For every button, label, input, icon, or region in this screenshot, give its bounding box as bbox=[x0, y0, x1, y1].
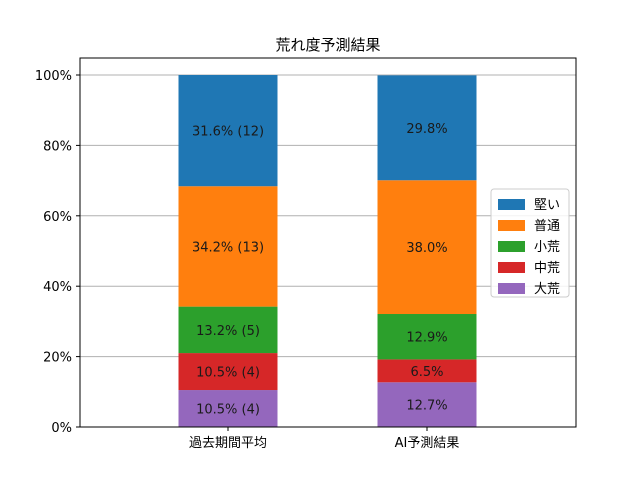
segment-label: 34.2% (13) bbox=[192, 240, 264, 255]
y-tick-label: 60% bbox=[43, 210, 72, 225]
bars bbox=[178, 75, 477, 427]
legend-label: 中荒 bbox=[534, 261, 560, 276]
y-tick-label: 100% bbox=[35, 69, 72, 84]
segment-label: 29.8% bbox=[406, 122, 447, 137]
y-tick-label: 0% bbox=[51, 421, 72, 436]
x-axis: 過去期間平均 AI予測結果 bbox=[189, 427, 459, 451]
segment-label: 6.5% bbox=[410, 365, 443, 380]
bar-segment bbox=[178, 75, 278, 187]
legend-label: 大荒 bbox=[534, 282, 560, 297]
segment-label: 38.0% bbox=[406, 241, 447, 256]
legend-swatch bbox=[498, 262, 525, 273]
bar-segment bbox=[178, 390, 278, 427]
segment-label: 12.7% bbox=[406, 399, 447, 414]
segment-label: 10.5% (4) bbox=[196, 403, 260, 418]
plot-frame bbox=[79, 57, 577, 428]
segment-label: 31.6% (12) bbox=[192, 125, 264, 140]
y-tick-label: 20% bbox=[43, 351, 72, 366]
x-tick-label: AI予測結果 bbox=[395, 436, 460, 451]
bar-segment bbox=[377, 75, 477, 181]
y-tick-label: 80% bbox=[43, 139, 72, 154]
bar-segment bbox=[377, 359, 477, 383]
y-tick-label: 40% bbox=[43, 280, 72, 295]
x-tick-label: 過去期間平均 bbox=[189, 436, 267, 451]
bar-segment bbox=[178, 353, 278, 391]
segment-label: 12.9% bbox=[406, 331, 447, 346]
bar-segment bbox=[178, 306, 278, 354]
segment-label: 13.2% (5) bbox=[196, 324, 260, 339]
segment-label: 10.5% (4) bbox=[196, 366, 260, 381]
legend-swatch bbox=[498, 283, 525, 294]
legend-label: 堅い bbox=[534, 198, 560, 213]
bar-segment bbox=[377, 382, 477, 427]
y-axis: 0% 20% 40% 60% 80% 100% bbox=[35, 69, 80, 436]
legend-label: 普通 bbox=[534, 219, 560, 234]
legend-swatch bbox=[498, 199, 525, 210]
legend-label: 小荒 bbox=[534, 240, 560, 255]
bar-segment bbox=[377, 314, 477, 360]
segment-labels: 10.5% (4) 10.5% (4) 13.2% (5) 34.2% (13) 31.… bbox=[192, 122, 448, 418]
bar-segment bbox=[377, 180, 477, 315]
bar-segment bbox=[178, 186, 278, 307]
legend-swatch bbox=[498, 241, 525, 252]
chart-title: 荒れ度予測結果 bbox=[275, 36, 380, 54]
legend-swatch bbox=[498, 220, 525, 231]
